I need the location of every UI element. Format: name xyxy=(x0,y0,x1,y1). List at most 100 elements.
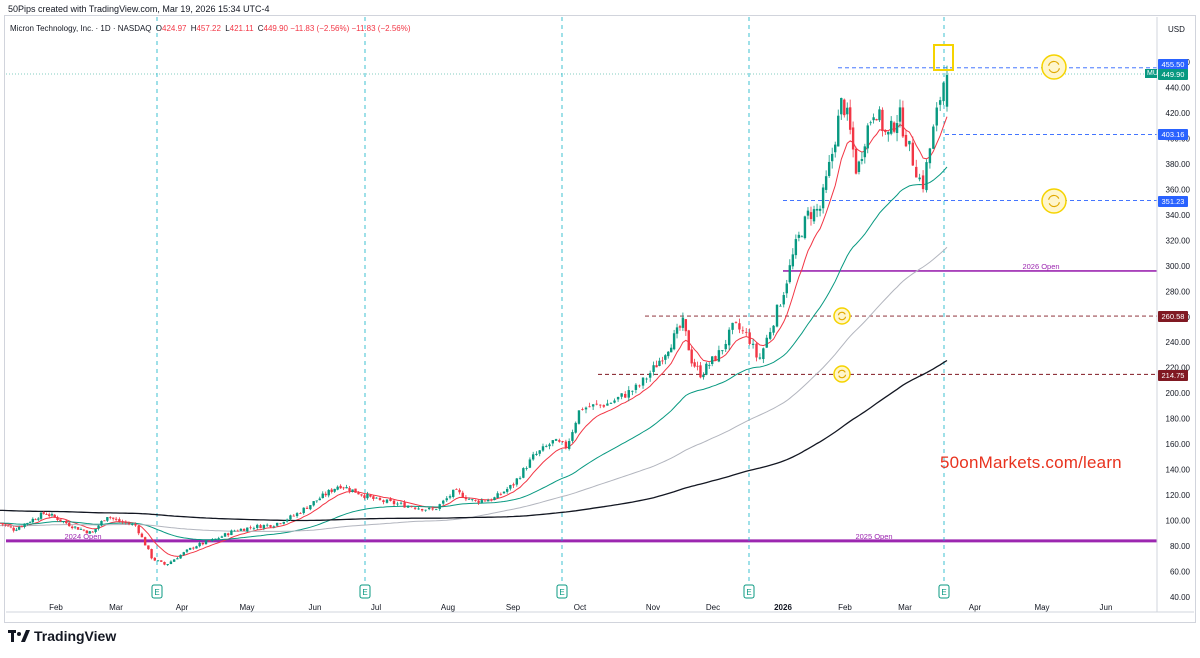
candle xyxy=(179,554,182,559)
candle-body xyxy=(324,493,327,496)
candle-body xyxy=(641,377,645,386)
candle xyxy=(292,514,295,517)
candle-body xyxy=(201,542,205,545)
y-tick-label: 320.00 xyxy=(1166,236,1191,245)
candle-body xyxy=(369,494,372,497)
candle xyxy=(309,505,312,511)
candle xyxy=(150,548,153,560)
candle xyxy=(889,116,893,136)
candle-body xyxy=(815,208,819,211)
candle-body xyxy=(901,107,905,137)
candle-body xyxy=(239,528,243,531)
candle-body xyxy=(731,322,734,330)
candle xyxy=(809,206,813,226)
candle xyxy=(837,109,840,147)
candle xyxy=(854,146,858,175)
candle-body xyxy=(803,216,807,239)
candle xyxy=(840,97,843,120)
candle xyxy=(185,549,189,554)
refresh-icon-circle xyxy=(833,365,851,383)
candle xyxy=(357,491,360,495)
candle-body xyxy=(602,405,606,407)
candle xyxy=(42,511,45,515)
candle xyxy=(609,402,613,405)
candle-body xyxy=(696,365,699,367)
candle xyxy=(109,516,112,520)
candle xyxy=(330,488,333,494)
refresh-icon-circle xyxy=(1041,188,1067,214)
candle xyxy=(782,291,785,308)
candle-body xyxy=(788,265,792,283)
candle xyxy=(427,506,431,511)
candle-body xyxy=(23,523,26,527)
tradingview-logo[interactable]: TradingView xyxy=(8,628,116,644)
candle xyxy=(211,538,214,542)
candle-body xyxy=(413,507,417,509)
candle-body xyxy=(336,486,339,490)
candle xyxy=(26,522,29,526)
candle xyxy=(327,489,330,498)
candle-body xyxy=(289,515,292,520)
candle xyxy=(230,529,233,536)
candle xyxy=(246,527,249,532)
refresh-icon-arc xyxy=(838,374,847,379)
candle-body xyxy=(134,524,137,526)
candle xyxy=(571,429,574,443)
candle xyxy=(7,524,10,527)
candle-body xyxy=(452,489,455,497)
candle-body xyxy=(143,537,147,546)
candle-body xyxy=(843,99,846,116)
price-label-214: 214.75 xyxy=(1158,370,1188,381)
candle xyxy=(4,524,7,527)
candle xyxy=(684,318,688,336)
candle xyxy=(602,404,606,409)
candle xyxy=(396,501,399,507)
candle-body xyxy=(638,385,641,387)
candle-body xyxy=(925,162,928,191)
candle xyxy=(166,564,169,567)
candle xyxy=(195,545,198,549)
y-tick-label: 40.00 xyxy=(1170,593,1191,602)
candle-body xyxy=(616,397,620,400)
candle-body xyxy=(366,494,369,499)
candle-body xyxy=(860,159,864,161)
candle-body xyxy=(339,485,342,489)
candle-body xyxy=(140,533,144,538)
candle-body xyxy=(690,349,693,364)
candle xyxy=(581,407,584,411)
attribution-text: 50Pips created with TradingView.com, Mar… xyxy=(8,4,270,14)
candle xyxy=(564,439,568,450)
candle-body xyxy=(236,530,239,532)
x-tick-label: Jun xyxy=(1100,603,1113,612)
candle xyxy=(591,404,595,410)
candle xyxy=(734,321,738,324)
moving-averages xyxy=(0,116,948,557)
candle-body xyxy=(315,500,318,502)
candle xyxy=(775,304,779,328)
candle-body xyxy=(214,538,217,540)
refresh-icon-arc xyxy=(838,316,847,321)
candle-body xyxy=(609,403,613,404)
brand-name: TradingView xyxy=(34,628,117,644)
candle-body xyxy=(782,295,785,305)
candle-body xyxy=(499,493,503,495)
candle xyxy=(567,438,571,451)
candle-body xyxy=(68,522,71,527)
candle-body xyxy=(624,393,627,398)
y-tick-label: 420.00 xyxy=(1166,109,1191,118)
refresh-icon xyxy=(1041,54,1067,80)
x-tick-label: Aug xyxy=(441,603,455,612)
x-tick-label: Feb xyxy=(838,603,852,612)
candle xyxy=(389,497,392,502)
candle-body xyxy=(755,343,758,358)
candle-body xyxy=(606,403,609,406)
candle xyxy=(696,361,699,371)
candle-body xyxy=(791,254,795,267)
candle xyxy=(486,498,490,502)
candle xyxy=(848,99,852,135)
candle xyxy=(945,65,949,112)
candle xyxy=(295,512,299,518)
candle xyxy=(545,444,548,448)
candle-body xyxy=(223,533,227,537)
